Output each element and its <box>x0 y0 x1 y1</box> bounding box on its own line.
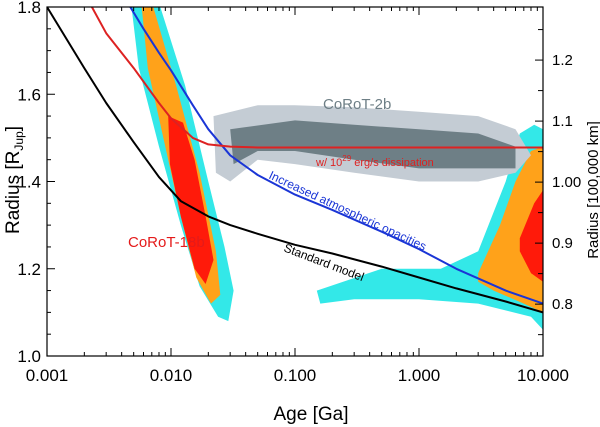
label-corot18b: CoRoT-18b <box>128 234 205 251</box>
x-tick-label: 0.100 <box>274 366 317 385</box>
y-axis-label: Radius [RJup] <box>3 126 26 234</box>
y2-axis-label: Radius [100,000 km] <box>585 121 600 259</box>
y2-tick-label: 1.00 <box>552 174 581 191</box>
x-axis-label: Age [Ga] <box>274 404 349 425</box>
region-corot-2b-inner <box>519 190 543 282</box>
label-standard-model: Standard model <box>282 241 366 284</box>
y-tick-label: 1.2 <box>17 260 41 279</box>
y-tick-label: 1.4 <box>17 173 41 192</box>
x-tick-label: 1.000 <box>398 366 441 385</box>
series-standard-model <box>47 7 543 314</box>
y2-tick-label: 0.9 <box>552 235 573 252</box>
region-corot-18b-inner <box>168 116 214 284</box>
ticks-layer: 0.001 0.010 0.100 1.000 10.000 1.0 1.2 1.4 1.6 1.… <box>17 0 581 385</box>
series-w-10-29-erg-s-dissipation <box>91 7 543 149</box>
region-corot-2b-dark <box>230 120 516 169</box>
y-axis-label-sub: Jup <box>12 131 26 151</box>
lines-layer <box>47 7 543 314</box>
y-axis-label-close: ] <box>3 126 24 131</box>
label-dissipation-prefix: w/ 10 <box>315 157 342 169</box>
y-tick-label: 1.6 <box>17 85 41 104</box>
y-tick-label: 1.8 <box>17 0 41 17</box>
region-corot-2b-middle <box>478 146 543 313</box>
label-corot2b: CoRoT-2b <box>323 96 391 113</box>
x-tick-label: 0.010 <box>150 366 193 385</box>
y2-tick-label: 0.8 <box>552 296 573 313</box>
x-tick-label: 10.000 <box>517 366 569 385</box>
y-axis-label-main: Radius [R <box>3 151 24 234</box>
label-dissipation-suffix: erg/s dissipation <box>351 157 434 169</box>
y-tick-label: 1.0 <box>17 347 41 366</box>
y2-tick-label: 1.1 <box>552 113 573 130</box>
label-opacities: Increased atmospheric opacities <box>267 168 429 253</box>
x-tick-label: 0.001 <box>26 366 69 385</box>
label-dissipation: w/ 1029 erg/s dissipation <box>315 154 434 169</box>
y2-tick-label: 1.2 <box>552 52 573 69</box>
regions-layer <box>131 7 543 330</box>
series-increased-atmospheric-opacities <box>129 7 543 305</box>
label-dissipation-exp: 29 <box>342 154 351 163</box>
